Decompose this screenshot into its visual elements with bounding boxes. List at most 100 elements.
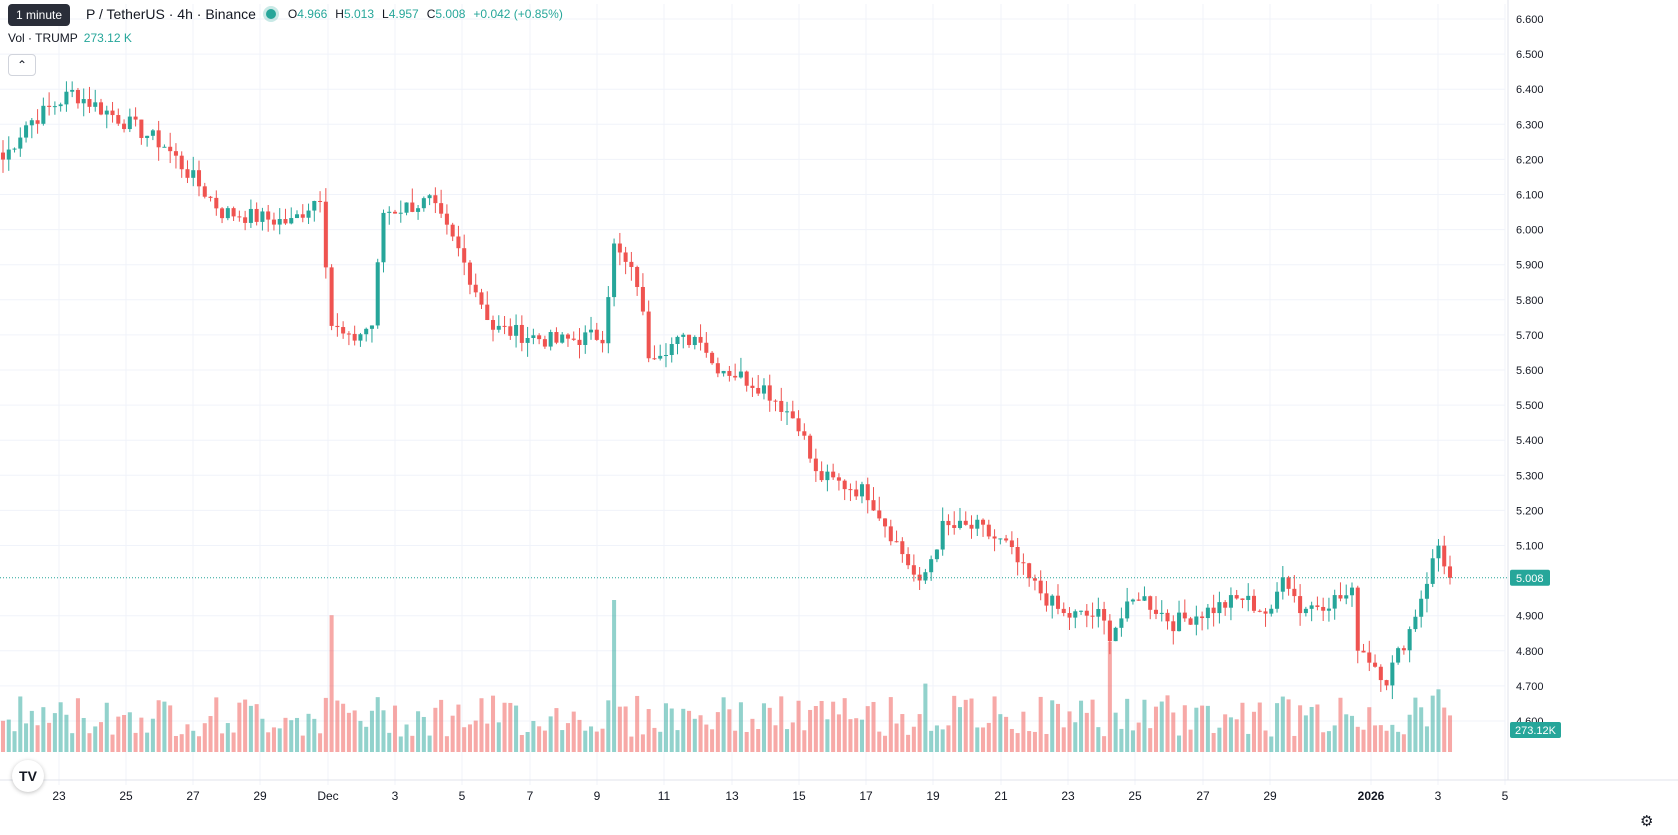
candle [35, 109, 40, 134]
candle [133, 107, 138, 127]
candle-body [1430, 558, 1435, 584]
candle [1171, 615, 1176, 645]
candle-body [6, 149, 11, 160]
volume-bar [687, 710, 692, 752]
volume-bars [0, 600, 1453, 752]
candle-body [491, 320, 496, 330]
x-tick-label: 5 [1502, 789, 1509, 803]
candle [1015, 537, 1020, 576]
volume-bar [318, 733, 323, 752]
x-tick-label: 3 [1435, 789, 1442, 803]
volume-bar [911, 726, 916, 752]
volume-bar [162, 701, 167, 752]
volume-bar [1205, 705, 1210, 752]
candle [594, 322, 599, 341]
candle [623, 246, 628, 275]
candle [629, 251, 634, 281]
candle-body [646, 311, 651, 359]
candle [104, 105, 109, 129]
volume-bar [1447, 715, 1453, 752]
volume-bar [952, 695, 957, 752]
volume-bar [929, 730, 934, 752]
candle [24, 121, 29, 143]
candle [64, 81, 69, 112]
candle [318, 191, 323, 213]
candle [1447, 555, 1453, 585]
candle [1303, 606, 1308, 617]
candle [589, 316, 594, 340]
price-change: +0.042 (+0.85%) [473, 7, 563, 21]
candle-body [854, 489, 859, 497]
candle [6, 136, 11, 171]
volume-bar [1067, 711, 1072, 752]
x-tick-label: 23 [1061, 789, 1075, 803]
volume-bar [883, 735, 888, 752]
volume-bar [1217, 727, 1222, 752]
candle [410, 188, 415, 213]
candle [1182, 599, 1187, 622]
candle-body [652, 358, 657, 360]
settings-gear-icon[interactable]: ⚙ [1640, 813, 1654, 830]
candle-body [1286, 577, 1291, 589]
candle-body [1217, 602, 1222, 614]
candle [565, 333, 570, 347]
candle [196, 160, 202, 197]
market-status-icon [265, 9, 276, 19]
candle [116, 108, 121, 126]
candle-body [1321, 606, 1326, 611]
candle-body [294, 214, 300, 219]
candle-body [612, 243, 617, 298]
candle-body [963, 520, 968, 525]
candle-body [133, 116, 138, 120]
candle-body [1079, 610, 1084, 612]
volume-bar [1177, 735, 1182, 752]
volume-bar [986, 722, 991, 752]
volume-bar [594, 731, 599, 752]
volume-bar [1269, 736, 1274, 752]
candle [1107, 614, 1112, 655]
volume-legend[interactable]: Vol · TRUMP 273.12 K [8, 31, 132, 45]
volume-bar [323, 697, 328, 752]
candle-body [1280, 577, 1285, 592]
volume-bar [1090, 699, 1095, 752]
candle [387, 206, 392, 225]
candle [560, 332, 565, 344]
candle [900, 537, 905, 563]
candle [254, 202, 259, 226]
volume-bar [744, 731, 749, 752]
candle [577, 328, 582, 359]
volume-bar [41, 707, 46, 752]
volume-bar [156, 700, 161, 752]
candle-body [479, 292, 484, 305]
candle-body [802, 431, 807, 436]
candle-body [271, 219, 276, 225]
volume-bar [214, 697, 219, 752]
volume-bar [733, 730, 738, 752]
volume-bar [721, 697, 726, 752]
collapse-legend-button[interactable]: ⌃ [8, 54, 36, 76]
candle [1338, 582, 1343, 602]
candle [191, 156, 196, 187]
candle [635, 265, 640, 296]
volume-bar [329, 615, 334, 752]
volume-bar [1113, 712, 1118, 752]
symbol-title[interactable]: P / TetherUS · 4h · Binance [86, 6, 256, 22]
candle [150, 129, 155, 141]
volume-bar [1159, 701, 1164, 752]
candle-body [998, 538, 1003, 540]
candle-body [145, 135, 150, 138]
candle [346, 331, 351, 346]
volume-bar [0, 720, 6, 752]
candle-body [341, 327, 346, 334]
candle [738, 357, 743, 379]
volume-bar [640, 734, 645, 752]
volume-bar [168, 705, 173, 752]
candle [813, 448, 818, 482]
candle-body [116, 115, 121, 124]
tradingview-logo-icon[interactable]: TV [12, 760, 44, 792]
candle [646, 300, 651, 363]
candle-body [81, 99, 86, 104]
candle [1004, 534, 1009, 543]
candle-body [565, 334, 570, 339]
